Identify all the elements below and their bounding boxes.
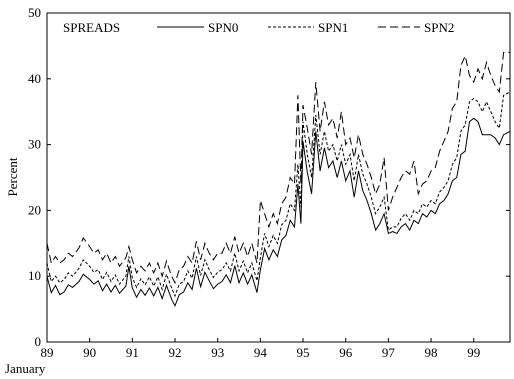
legend-title: SPREADS [63,20,120,35]
x-tick-label: 98 [425,345,438,360]
plot-frame [46,12,511,343]
x-tick-label: 92 [169,345,182,360]
y-tick-label: 20 [28,202,41,217]
legend: SPREADS SPN0 SPN1 SPN2 [63,20,454,35]
x-tick-label: 94 [254,345,268,360]
x-tick-label: 99 [467,345,480,360]
x-axis-title: January [5,361,46,376]
x-tick-label: 93 [211,345,224,360]
x-tick-label: 95 [297,345,310,360]
y-tick-label: 40 [28,71,41,86]
x-axis: 89 90 91 92 93 94 95 96 97 98 99 [41,338,480,360]
legend-label-spn0: SPN0 [208,20,238,35]
y-axis: 0 10 20 30 40 50 [28,5,510,349]
x-tick-label: 89 [41,345,54,360]
series-line-spn2 [46,52,510,285]
y-axis-title: Percent [5,157,20,196]
x-tick-label: 96 [339,345,353,360]
series-layer [46,52,511,308]
series-line-spn0 [46,117,511,308]
x-tick-label: 97 [382,345,396,360]
x-tick-label: 91 [126,345,139,360]
y-tick-label: 10 [28,268,41,283]
series-line-spn1 [46,91,511,298]
y-tick-label: 0 [35,334,42,349]
legend-label-spn2: SPN2 [424,20,454,35]
y-tick-label: 30 [28,137,41,152]
legend-label-spn1: SPN1 [318,20,348,35]
y-tick-label: 50 [28,5,41,20]
x-tick-label: 90 [83,345,96,360]
